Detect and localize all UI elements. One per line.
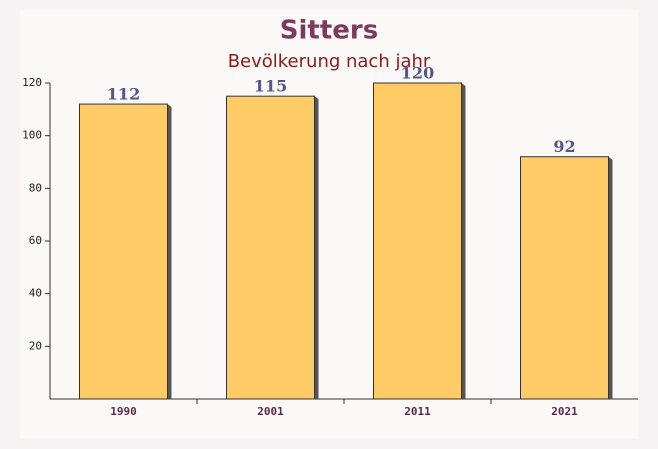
bar — [79, 103, 168, 400]
value-label: 120 — [401, 64, 434, 83]
y-tick-label: 100 — [22, 129, 42, 142]
y-tick-label: 120 — [22, 76, 42, 89]
y-tick-label: 60 — [29, 234, 42, 247]
chart-title: Sitters — [280, 16, 378, 46]
x-tick-label: 2011 — [404, 405, 431, 418]
chart-subtitle: Bevölkerung nach jahr — [228, 51, 431, 72]
value-label: 115 — [254, 77, 287, 96]
x-tick-label: 2001 — [257, 405, 284, 418]
bar-shadow — [167, 104, 172, 400]
y-tick-label: 80 — [29, 181, 42, 194]
bar — [373, 82, 462, 400]
value-label: 112 — [107, 85, 140, 104]
bar-shadow — [314, 96, 319, 400]
bar — [226, 95, 315, 400]
y-tick-label: 40 — [29, 287, 42, 300]
x-tick-label: 2021 — [551, 405, 578, 418]
bar-shadow — [461, 83, 466, 399]
x-tick-label: 1990 — [110, 405, 137, 418]
bar — [520, 156, 609, 400]
bar-shadow — [608, 156, 613, 399]
y-tick-label: 20 — [29, 339, 42, 352]
value-label: 92 — [553, 137, 575, 156]
